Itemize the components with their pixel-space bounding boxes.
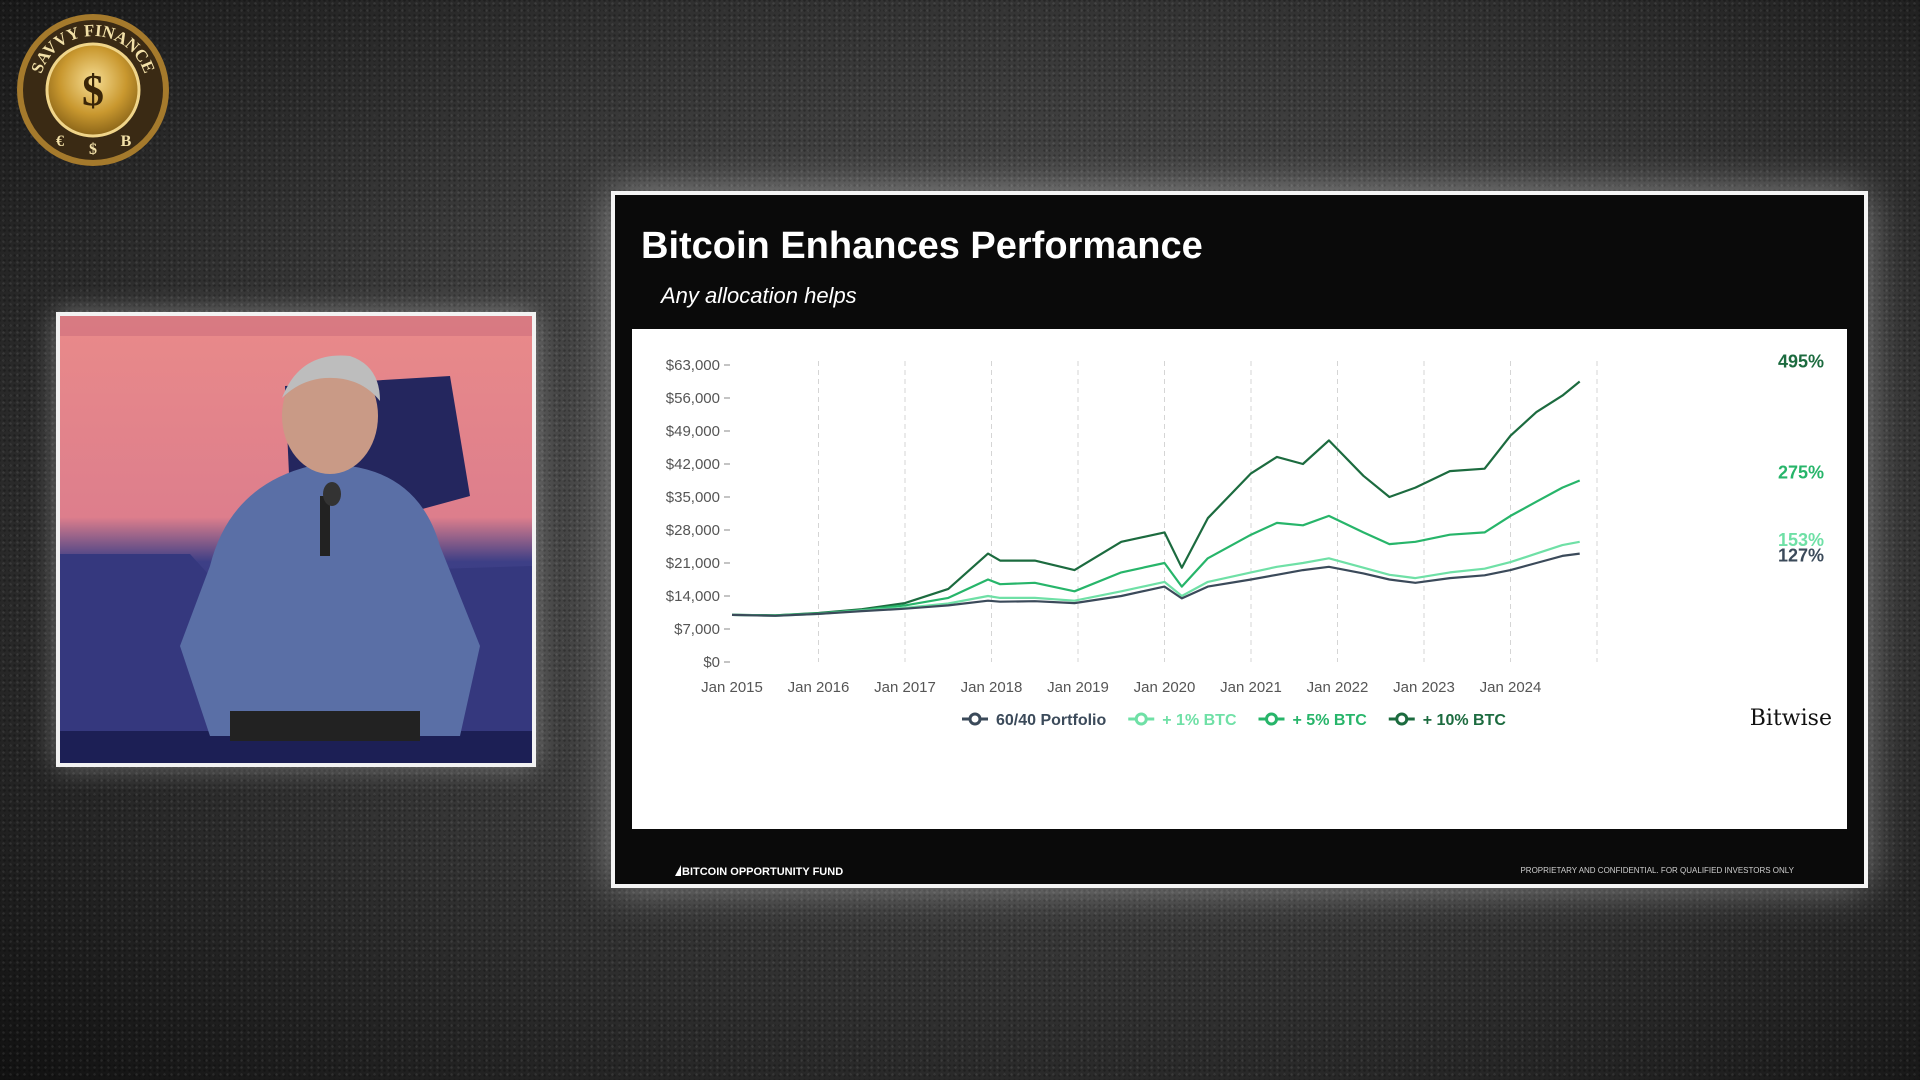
series-btc5-line (731, 479, 1581, 617)
y-tick-label: $21,000 (666, 555, 720, 572)
end-label-btc1-line: 153% (1778, 530, 1824, 550)
legend-marker-icon (1265, 712, 1278, 726)
end-label-portfolio-line: 127% (1778, 546, 1824, 566)
slide-title: Bitcoin Enhances Performance (641, 225, 1203, 267)
bitwise-brand: Bitwise (1750, 706, 1832, 731)
slide-subtitle: Any allocation helps (661, 283, 857, 308)
presentation-slide: Bitcoin Enhances Performance Any allocat… (611, 191, 1868, 888)
y-tick-label: $7,000 (674, 621, 720, 638)
y-tick-label: $35,000 (666, 489, 720, 506)
series-btc1-line (731, 540, 1580, 617)
triangle-logo-icon (675, 865, 681, 876)
x-tick-label: Jan 2021 (1220, 679, 1282, 696)
series-portfolio-line (731, 552, 1580, 617)
legend-item-btc5-line: + 5% BTC (1258, 712, 1368, 729)
legend-label: 60/40 Portfolio (996, 712, 1106, 729)
x-tick-label: Jan 2017 (874, 679, 936, 696)
confidential-notice: PROPRIETARY AND CONFIDENTIAL. FOR QUALIF… (1520, 866, 1794, 875)
euro-icon: € (56, 133, 64, 150)
legend-item-btc10-line: + 10% BTC (1388, 712, 1507, 729)
bitcoin-icon: B (121, 133, 132, 150)
legend-marker-icon (968, 712, 982, 726)
y-tick-label: $0 (703, 654, 720, 671)
end-label-btc5-line: 275% (1778, 463, 1824, 483)
legend-marker-icon (1395, 712, 1409, 726)
y-tick-label: $14,000 (666, 588, 720, 605)
x-tick-label: Jan 2023 (1393, 679, 1455, 696)
fund-name: BITCOIN OPPORTUNITY FUND (682, 866, 844, 878)
dollar-icon: $ (82, 66, 104, 115)
x-tick-label: Jan 2015 (701, 679, 763, 696)
end-label-btc10-line: 495% (1778, 352, 1824, 372)
chart-panel: $0 $7,000 $14,000 $21,000 $28,000 $35,000 $42,… (632, 329, 1847, 829)
x-tick-label: Jan 2016 (788, 679, 850, 696)
savvy-finance-logo: SAVVY FINANCE $ € $ B (17, 14, 169, 166)
legend-marker-icon (1134, 712, 1148, 726)
legend-label: + 10% BTC (1423, 712, 1507, 729)
y-tick-label: $49,000 (666, 423, 720, 440)
legend-label: + 1% BTC (1162, 712, 1237, 729)
fund-footer: BITCOIN OPPORTUNITY FUND (675, 865, 843, 878)
speaker-illustration (60, 316, 532, 763)
x-tick-label: Jan 2024 (1480, 679, 1542, 696)
x-tick-label: Jan 2020 (1134, 679, 1196, 696)
y-tick-label: $63,000 (666, 357, 720, 374)
x-tick-label: Jan 2022 (1307, 679, 1369, 696)
legend-item-portfolio-line: 60/40 Portfolio (962, 712, 1106, 729)
dollar-small-icon: $ (89, 141, 97, 158)
y-tick-label: $42,000 (666, 456, 720, 473)
legend-item-btc1-line: + 1% BTC (1128, 712, 1237, 729)
y-tick-label: $56,000 (666, 390, 720, 407)
series-btc10-line (731, 380, 1581, 617)
performance-line-chart: $0 $7,000 $14,000 $21,000 $28,000 $35,000 $42,… (666, 352, 1832, 732)
speaker-video-feed (56, 312, 536, 767)
x-tick-label: Jan 2018 (961, 679, 1023, 696)
y-tick-label: $28,000 (666, 522, 720, 539)
x-tick-label: Jan 2019 (1047, 679, 1109, 696)
legend-label: + 5% BTC (1293, 712, 1368, 729)
